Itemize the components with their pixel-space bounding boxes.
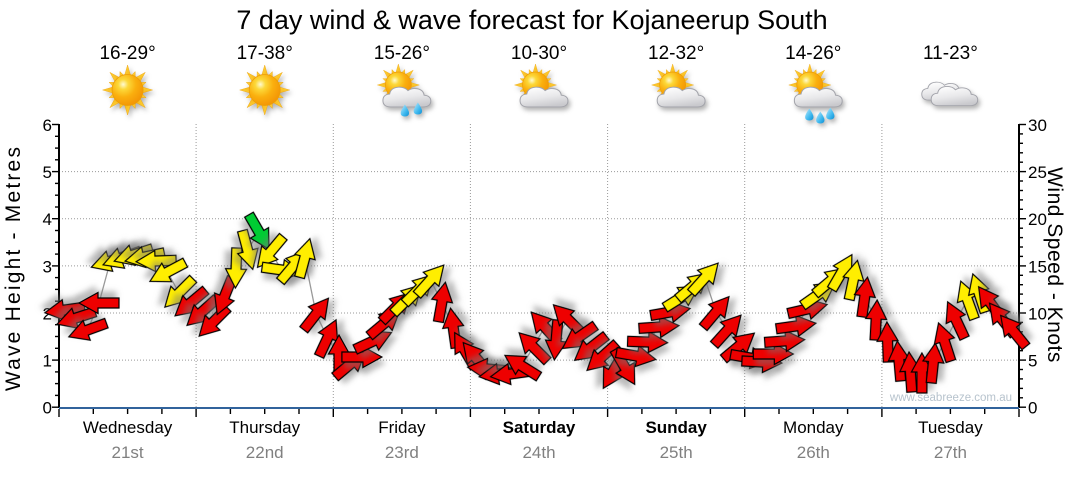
svg-text:30: 30 <box>1028 116 1047 135</box>
svg-text:5: 5 <box>1028 352 1037 371</box>
svg-text:11-23°: 11-23° <box>923 43 978 64</box>
svg-text:12-32°: 12-32° <box>648 43 704 64</box>
svg-text:Wind Speed - Knots: Wind Speed - Knots <box>1043 167 1066 363</box>
svg-text:Saturday: Saturday <box>503 418 576 437</box>
svg-text:27th: 27th <box>934 443 967 462</box>
svg-text:6: 6 <box>43 116 52 135</box>
svg-text:1: 1 <box>43 352 52 371</box>
svg-text:10: 10 <box>1028 305 1047 324</box>
svg-text:10-30°: 10-30° <box>511 43 567 64</box>
svg-text:5: 5 <box>43 163 52 182</box>
svg-text:3: 3 <box>43 257 52 276</box>
svg-text:24th: 24th <box>522 443 555 462</box>
svg-text:Monday: Monday <box>783 418 844 437</box>
svg-text:Friday: Friday <box>378 418 426 437</box>
svg-text:7 day wind & wave forecast for: 7 day wind & wave forecast for Kojaneeru… <box>236 5 827 35</box>
svg-text:22nd: 22nd <box>246 443 284 462</box>
svg-text:15-26°: 15-26° <box>374 43 430 64</box>
svg-text:17-38°: 17-38° <box>237 43 293 64</box>
svg-text:21st: 21st <box>112 443 144 462</box>
svg-text:20: 20 <box>1028 210 1047 229</box>
svg-text:23rd: 23rd <box>385 443 419 462</box>
svg-text:26th: 26th <box>797 443 830 462</box>
svg-text:Wave Height - Metres: Wave Height - Metres <box>2 145 25 391</box>
svg-text:15: 15 <box>1028 257 1047 276</box>
svg-text:Sunday: Sunday <box>645 418 707 437</box>
svg-text:25: 25 <box>1028 163 1047 182</box>
svg-text:14-26°: 14-26° <box>785 43 841 64</box>
svg-text:25th: 25th <box>660 443 693 462</box>
svg-text:Thursday: Thursday <box>229 418 300 437</box>
svg-text:16-29°: 16-29° <box>99 43 155 64</box>
svg-text:Wednesday: Wednesday <box>83 418 173 437</box>
svg-text:4: 4 <box>43 210 52 229</box>
svg-text:0: 0 <box>43 399 52 418</box>
svg-text:0: 0 <box>1028 399 1037 418</box>
svg-text:Tuesday: Tuesday <box>918 418 983 437</box>
svg-text:www.seabreeze.com.au: www.seabreeze.com.au <box>889 392 1012 404</box>
